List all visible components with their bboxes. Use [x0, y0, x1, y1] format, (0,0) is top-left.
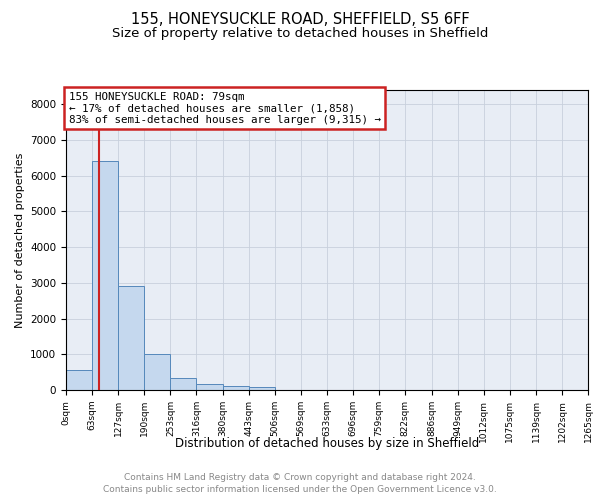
Bar: [66, 370, 92, 390]
Text: Size of property relative to detached houses in Sheffield: Size of property relative to detached ho…: [112, 28, 488, 40]
Bar: [118, 286, 145, 390]
Text: 155 HONEYSUCKLE ROAD: 79sqm
← 17% of detached houses are smaller (1,858)
83% of : 155 HONEYSUCKLE ROAD: 79sqm ← 17% of det…: [68, 92, 380, 124]
Bar: [92, 162, 118, 390]
Text: Contains public sector information licensed under the Open Government Licence v3: Contains public sector information licen…: [103, 485, 497, 494]
Bar: [196, 384, 223, 390]
Bar: [249, 388, 275, 390]
Bar: [170, 378, 196, 390]
Text: 155, HONEYSUCKLE ROAD, SHEFFIELD, S5 6FF: 155, HONEYSUCKLE ROAD, SHEFFIELD, S5 6FF: [131, 12, 469, 28]
Y-axis label: Number of detached properties: Number of detached properties: [14, 152, 25, 328]
Text: Distribution of detached houses by size in Sheffield: Distribution of detached houses by size …: [175, 438, 479, 450]
Bar: [223, 386, 249, 390]
Text: Contains HM Land Registry data © Crown copyright and database right 2024.: Contains HM Land Registry data © Crown c…: [124, 472, 476, 482]
Bar: [145, 354, 170, 390]
